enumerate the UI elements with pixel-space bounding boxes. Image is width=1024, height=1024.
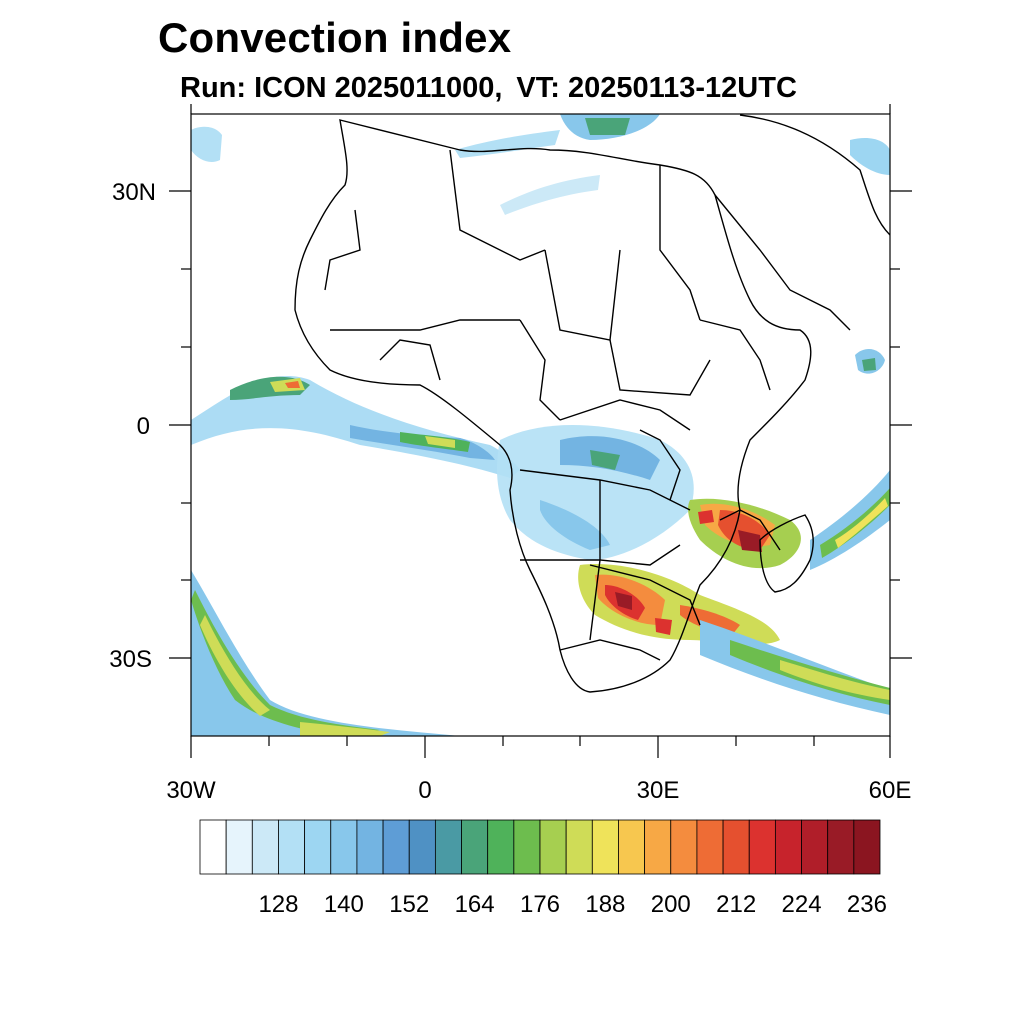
colorbar-swatch xyxy=(278,819,306,875)
colorbar-swatch xyxy=(461,819,489,875)
colorbar-swatch xyxy=(853,819,881,875)
colorbar-swatch xyxy=(644,819,672,875)
x-tick-label-0: 0 xyxy=(418,777,431,804)
colorbar-label: 200 xyxy=(651,891,691,918)
convection-field xyxy=(191,114,890,736)
colorbar-swatch xyxy=(225,819,253,875)
colorbar-swatch xyxy=(356,819,384,875)
colorbar-swatch xyxy=(670,819,698,875)
x-tick-label-60e: 60E xyxy=(869,777,912,804)
colorbar-swatch xyxy=(722,819,750,875)
colorbar-swatch xyxy=(434,819,462,875)
colorbar-swatch xyxy=(565,819,593,875)
colorbar-swatch xyxy=(774,819,802,875)
colorbar-swatch xyxy=(539,819,567,875)
colorbar: 128 140 152 164 176 188 200 212 224 236 xyxy=(199,819,887,918)
map-subtitle: Run: ICON 2025011000, VT: 20250113-12UTC xyxy=(180,72,797,105)
colorbar-swatch xyxy=(487,819,515,875)
colorbar-swatch xyxy=(251,819,279,875)
colorbar-swatch xyxy=(696,819,724,875)
colorbar-label: 224 xyxy=(782,891,822,918)
colorbar-label: 128 xyxy=(258,891,298,918)
colorbar-label: 140 xyxy=(324,891,364,918)
colorbar-label: 212 xyxy=(716,891,756,918)
colorbar-swatch xyxy=(199,819,227,875)
axis-ticks xyxy=(169,104,912,758)
colorbar-label: 236 xyxy=(847,891,887,918)
y-tick-label-30n: 30N xyxy=(112,179,156,206)
colorbar-label: 176 xyxy=(520,891,560,918)
coastlines xyxy=(294,114,890,693)
run-label: Run: ICON 2025011000, xyxy=(180,72,503,104)
valid-time-label: VT: 20250113-12UTC xyxy=(516,72,797,104)
colorbar-swatch xyxy=(748,819,776,875)
x-tick-label-30w: 30W xyxy=(166,777,216,804)
x-tick-label-30e: 30E xyxy=(637,777,680,804)
colorbar-swatch xyxy=(408,819,436,875)
colorbar-swatch xyxy=(591,819,619,875)
colorbar-label: 164 xyxy=(455,891,495,918)
colorbar-swatch xyxy=(827,819,855,875)
colorbar-swatch xyxy=(801,819,829,875)
y-tick-label-30s: 30S xyxy=(109,646,152,673)
y-tick-label-0: 0 xyxy=(137,413,150,440)
colorbar-swatch xyxy=(618,819,646,875)
colorbar-swatch xyxy=(330,819,358,875)
colorbar-swatch xyxy=(304,819,332,875)
colorbar-swatch xyxy=(513,819,541,875)
map-title: Convection index xyxy=(158,14,512,61)
colorbar-label: 188 xyxy=(585,891,625,918)
colorbar-label: 152 xyxy=(389,891,429,918)
colorbar-swatch xyxy=(382,819,410,875)
